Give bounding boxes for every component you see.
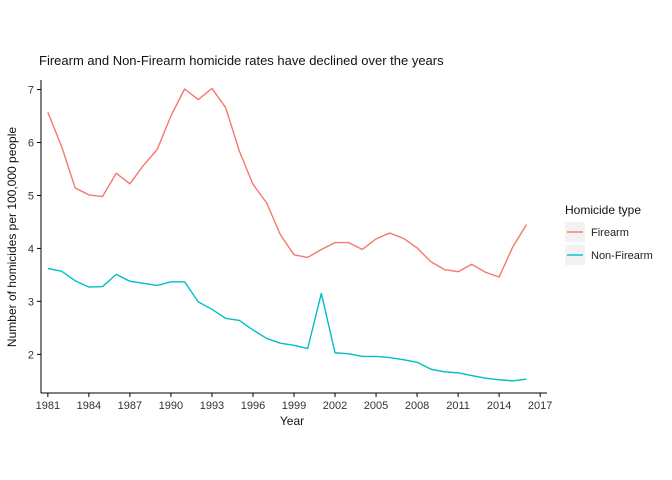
y-tick-label: 6 — [28, 137, 34, 149]
x-tick-label: 1984 — [77, 400, 101, 412]
series-line-non-firearm — [47, 267, 527, 382]
y-ticks: 2 3 4 5 6 7 — [28, 85, 41, 361]
y-axis-title: Number of homicides per 100,000 people — [5, 127, 19, 347]
y-tick-label: 3 — [28, 296, 34, 308]
y-tick-label: 7 — [28, 85, 34, 97]
y-tick-label: 5 — [28, 190, 34, 202]
x-tick-label: 2017 — [528, 400, 552, 412]
x-tick-label: 1999 — [282, 400, 306, 412]
x-tick-label: 1996 — [241, 400, 265, 412]
plot-area: 1981 1984 1987 1990 1993 1996 1999 2002 2005 2008… — [28, 80, 552, 412]
chart-title: Firearm and Non-Firearm homicide rates h… — [39, 53, 444, 68]
x-ticks: 1981 1984 1987 1990 1993 1996 1999 2002 2005 2008… — [36, 393, 552, 412]
x-tick-label: 1981 — [36, 400, 60, 412]
legend-title: Homicide type — [565, 203, 641, 217]
series-line-firearm — [47, 87, 528, 278]
x-axis-title: Year — [280, 414, 304, 428]
y-tick-label: 2 — [28, 349, 34, 361]
x-tick-label: 1990 — [159, 400, 183, 412]
x-tick-label: 1993 — [200, 400, 224, 412]
x-tick-label: 2002 — [323, 400, 347, 412]
legend-label-firearm: Firearm — [591, 227, 629, 239]
x-tick-label: 2005 — [364, 400, 388, 412]
x-tick-label: 2014 — [487, 400, 511, 412]
series-layer — [47, 87, 528, 382]
legend: Homicide type Firearm Non-Firearm — [565, 203, 653, 265]
y-tick-label: 4 — [28, 243, 34, 255]
x-tick-label: 2011 — [446, 400, 470, 412]
legend-items: Firearm Non-Firearm — [565, 222, 653, 265]
x-tick-label: 1987 — [118, 400, 142, 412]
legend-label-non-firearm: Non-Firearm — [591, 250, 653, 262]
x-tick-label: 2008 — [405, 400, 429, 412]
